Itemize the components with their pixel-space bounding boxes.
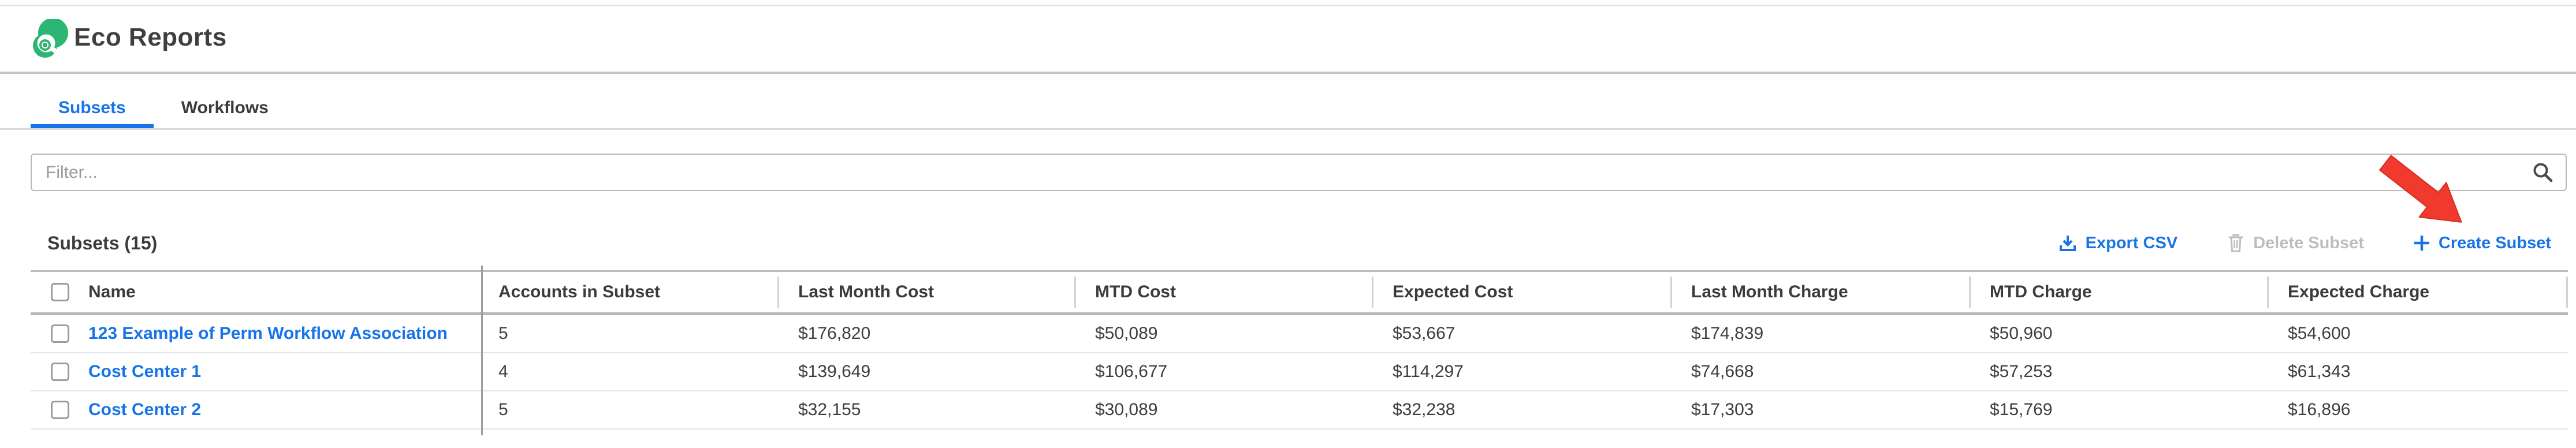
- row-checkbox[interactable]: [51, 401, 69, 419]
- cell-last-month-cost: $32,155: [798, 400, 861, 419]
- row-checkbox[interactable]: [51, 363, 69, 381]
- cell-expected-cost: $114,297: [1393, 362, 1464, 381]
- column-header-mtd-cost[interactable]: MTD Cost: [1074, 272, 1372, 312]
- cell-accounts: 5: [498, 324, 508, 343]
- row-checkbox[interactable]: [51, 324, 69, 343]
- action-buttons: Export CSV Delete Subset Create Subset: [2058, 228, 2551, 258]
- cell-last-month-charge: $17,303: [1691, 400, 1754, 419]
- cell-name: Cost Center 2: [31, 391, 481, 428]
- app-logo-icon: [33, 19, 68, 59]
- table-row: 123 Example of Perm Workflow Association…: [31, 315, 2568, 353]
- table-row: Cost Center 2 5 $32,155 $30,089 $32,238 $17,3…: [31, 391, 2568, 430]
- delete-subset-label: Delete Subset: [2253, 233, 2364, 252]
- filter-bar: [31, 154, 2567, 191]
- column-header-name[interactable]: Name: [31, 272, 481, 312]
- column-header-name-label: Name: [88, 282, 136, 301]
- tab-bar: Subsets Workflows: [31, 88, 296, 128]
- toolbar: Subsets (15) Export CSV Delete Subset: [0, 228, 2576, 258]
- cell-last-month-cost: $176,820: [798, 324, 871, 343]
- column-header-mtd-charge[interactable]: MTD Charge: [1969, 272, 2268, 312]
- table-row: Cost Center 1 4 $139,649 $106,677 $114,297 $7…: [31, 353, 2568, 391]
- subsets-table: Name Accounts in Subset Last Month Cost …: [31, 266, 2568, 435]
- cell-expected-charge: $16,896: [2288, 400, 2351, 419]
- cell-mtd-charge: $57,253: [1990, 362, 2053, 381]
- export-csv-button[interactable]: Export CSV: [2058, 233, 2178, 253]
- column-header-expected-charge[interactable]: Expected Charge: [2267, 272, 2568, 312]
- cell-mtd-cost: $50,089: [1095, 324, 1158, 343]
- table-body: 123 Example of Perm Workflow Association…: [31, 315, 2568, 430]
- cell-mtd-charge: $15,769: [1990, 400, 2053, 419]
- cell-name: Cost Center 1: [31, 353, 481, 390]
- export-csv-label: Export CSV: [2085, 233, 2178, 252]
- header-divider: [0, 72, 2576, 74]
- table-header-row: Name Accounts in Subset Last Month Cost …: [31, 270, 2568, 315]
- cell-expected-charge: $61,343: [2288, 362, 2351, 381]
- cell-last-month-charge: $174,839: [1691, 324, 1764, 343]
- cell-last-month-charge: $74,668: [1691, 362, 1754, 381]
- cell-mtd-cost: $106,677: [1095, 362, 1168, 381]
- trash-icon: [2229, 234, 2243, 252]
- column-header-last-month-cost[interactable]: Last Month Cost: [777, 272, 1075, 312]
- cell-accounts: 4: [498, 362, 508, 381]
- tab-workflows[interactable]: Workflows: [181, 98, 269, 117]
- tab-subsets[interactable]: Subsets: [31, 88, 154, 128]
- search-icon[interactable]: [2532, 162, 2554, 184]
- subset-name-link[interactable]: Cost Center 1: [88, 362, 202, 381]
- page-title: Eco Reports: [74, 23, 227, 51]
- column-header-accounts[interactable]: Accounts in Subset: [498, 282, 661, 301]
- cell-expected-cost: $32,238: [1393, 400, 1455, 419]
- plus-icon: [2414, 236, 2429, 251]
- create-subset-label: Create Subset: [2438, 233, 2551, 252]
- filter-input[interactable]: [31, 154, 2567, 191]
- cell-mtd-cost: $30,089: [1095, 400, 1158, 419]
- cell-expected-cost: $53,667: [1393, 324, 1455, 343]
- subset-name-link[interactable]: Cost Center 2: [88, 400, 202, 419]
- cell-mtd-charge: $50,960: [1990, 324, 2053, 343]
- list-heading: Subsets (15): [47, 233, 158, 253]
- cell-expected-charge: $54,600: [2288, 324, 2351, 343]
- column-header-expected-cost[interactable]: Expected Cost: [1372, 272, 1671, 312]
- create-subset-button[interactable]: Create Subset: [2413, 234, 2551, 253]
- download-icon: [2059, 236, 2076, 251]
- subset-name-link[interactable]: 123 Example of Perm Workflow Association: [88, 324, 448, 343]
- frozen-column-divider: [481, 266, 483, 435]
- window-top-border: [0, 5, 2576, 6]
- select-all-checkbox[interactable]: [51, 283, 69, 301]
- delete-subset-button[interactable]: Delete Subset: [2227, 233, 2364, 253]
- cell-accounts: 5: [498, 400, 508, 419]
- cell-last-month-cost: $139,649: [798, 362, 871, 381]
- tab-bar-underline: [0, 128, 2576, 130]
- column-header-last-month-charge[interactable]: Last Month Charge: [1670, 272, 1970, 312]
- cell-name: 123 Example of Perm Workflow Association: [31, 315, 481, 352]
